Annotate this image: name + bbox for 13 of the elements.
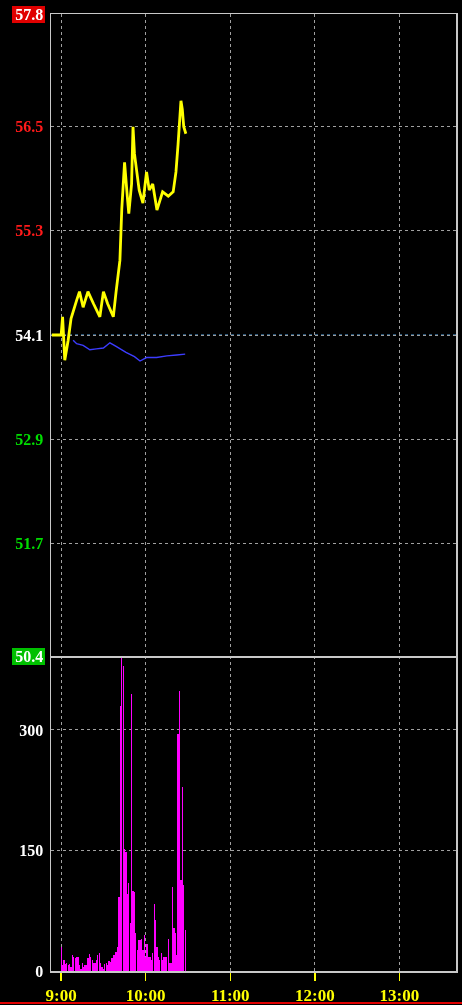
- x-tick-label: 12:00: [294, 985, 335, 1005]
- y-tick-label: 52.9: [15, 430, 44, 448]
- y-tick-label: 54.1: [15, 326, 44, 344]
- x-tick-label: 11:00: [210, 985, 250, 1005]
- y-tick-label: 150: [19, 842, 44, 860]
- y-tick-label: 300: [19, 721, 44, 739]
- y-tick-label: 51.7: [15, 534, 44, 552]
- y-tick-label: 0: [35, 962, 44, 980]
- y-tick-label: 55.3: [15, 222, 44, 240]
- y-tick-label: 56.5: [15, 118, 44, 136]
- x-tick-label: 13:00: [379, 985, 420, 1005]
- x-tick-label: 9:00: [45, 985, 77, 1005]
- x-tick-label: 10:00: [125, 985, 166, 1005]
